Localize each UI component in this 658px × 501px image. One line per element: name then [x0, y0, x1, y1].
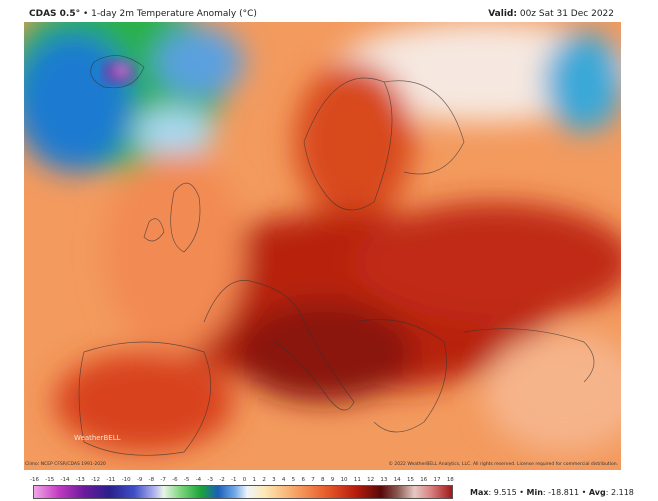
colorbar-tick-label: 16	[420, 477, 428, 483]
colorbar-tick-label: 4	[281, 477, 286, 483]
valid-value: 00z Sat 31 Dec 2022	[519, 9, 614, 19]
colorbar-tick-label: -8	[148, 477, 155, 483]
colorbar-tick-label: -10	[121, 477, 131, 483]
colorbar-tick-label: 3	[272, 477, 276, 483]
colorbar-tick-label: -3	[207, 477, 213, 483]
product-name: 1-day 2m Temperature Anomaly (°C)	[91, 9, 257, 19]
colorbar-tick-label: 1	[252, 477, 257, 483]
colorbar-tick-label: 9	[330, 477, 335, 483]
separator: •	[519, 488, 524, 497]
valid-time: Valid: 00z Sat 31 Dec 2022	[488, 9, 614, 19]
stats: Max: 9.515 • Min: -18.811 • Avg: 2.118	[470, 488, 634, 497]
colorbar-tick-label: -11	[106, 477, 116, 483]
colorbar-tick-label: 10	[340, 477, 348, 483]
colorbar-tick-label: -13	[75, 477, 85, 483]
watermark-logo: WeatherBELL	[74, 434, 121, 442]
colorbar-tick-label: 5	[291, 477, 296, 483]
colorbar-tick-label: -9	[136, 477, 143, 483]
min-label: Min	[526, 488, 543, 497]
colorbar-tick-label: 18	[446, 477, 454, 483]
map-title: CDAS 0.5° • 1-day 2m Temperature Anomaly…	[29, 9, 257, 19]
colorbar-tick-label: -12	[91, 477, 101, 483]
avg-value: 2.118	[610, 488, 634, 497]
colorbar-tick-label: -1	[230, 477, 237, 483]
model-name: CDAS 0.5°	[29, 9, 81, 19]
colorbar-tick-label: 0	[242, 477, 247, 483]
colorbar-tick-label: 6	[301, 477, 305, 483]
colorbar-tick-label: -5	[183, 477, 190, 483]
copyright: © 2022 WeatherBELL Analytics, LLC. All r…	[388, 462, 619, 467]
colorbar-tick-label: 11	[353, 477, 361, 483]
colorbar-tick-label: 12	[367, 477, 375, 483]
separator: •	[581, 488, 587, 497]
colorbar-tick-label: 2	[262, 477, 266, 483]
valid-label: Valid:	[488, 9, 517, 19]
colorbar-tick-label: 13	[380, 477, 388, 483]
max-label: Max	[470, 488, 489, 497]
colorbar-tick-label: -16	[30, 477, 39, 483]
colorbar-tick-label: -15	[45, 477, 55, 483]
climo-credit: Climo: NCEP CFSR/CDAS 1991-2020	[25, 462, 106, 467]
anomaly-field	[24, 22, 621, 452]
coastlines	[78, 55, 595, 456]
colorbar-tick-label: 15	[406, 477, 414, 483]
colorbar-tick-label: -6	[172, 477, 178, 483]
anomaly-map: WeatherBELL	[24, 22, 621, 470]
separator: •	[82, 9, 89, 19]
colorbar-tick-label: 14	[393, 477, 401, 483]
colorbar-tick-label: -2	[219, 477, 225, 483]
colorbar	[33, 485, 453, 499]
colorbar-tick-label: 7	[311, 477, 315, 483]
colorbar-tick-label: 8	[321, 477, 325, 483]
colorbar-tick-label: -4	[195, 477, 202, 483]
min-value: -18.811	[548, 488, 580, 497]
avg-label: Avg	[588, 488, 606, 497]
max-value: 9.515	[493, 488, 517, 497]
colorbar-tick-label: -14	[60, 477, 70, 483]
colorbar-tick-label: -7	[160, 477, 166, 483]
colorbar-labels: -16 -15 -14 -13 -12 -11 -10 -9 -8 -7 -6 -5 -4 -3 -2 -1 0…	[30, 477, 454, 483]
colorbar-tick-label: 17	[433, 477, 441, 483]
